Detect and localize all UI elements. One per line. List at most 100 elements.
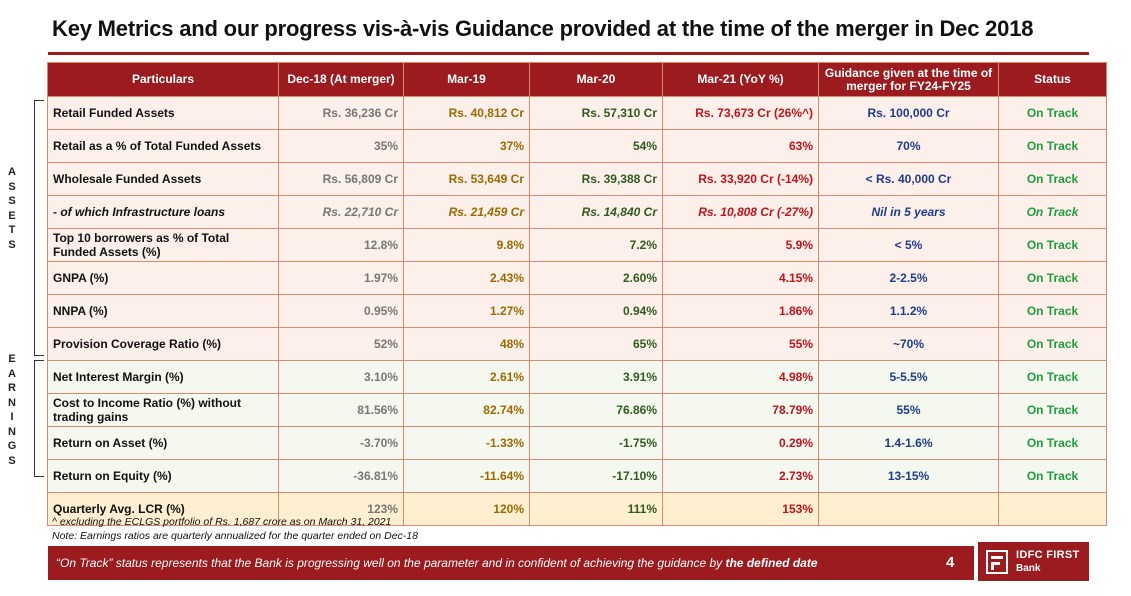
header-mar21: Mar-21 (YoY %) [662, 62, 819, 97]
cell-mar19: Rs. 53,649 Cr [403, 162, 530, 196]
cell-guidance: 1.1.2% [818, 294, 999, 328]
cell-guidance: Nil in 5 years [818, 195, 999, 229]
cell-mar19: 120% [403, 492, 530, 526]
cell-status: On Track [998, 294, 1107, 328]
cell-guidance: < 5% [818, 228, 999, 262]
table-row: Retail Funded Assets Rs. 36,236 Cr Rs. 4… [47, 96, 1107, 130]
earnings-letter: E [8, 353, 16, 365]
footer-bar: “On Track” status represents that the Ba… [48, 546, 974, 580]
cell-dec18: Rs. 56,809 Cr [278, 162, 404, 196]
assets-letter: T [8, 224, 16, 236]
assets-brace [34, 100, 44, 355]
footnote-earnings-note: Note: Earnings ratios are quarterly annu… [52, 530, 418, 542]
cell-guidance: 2-2.5% [818, 261, 999, 295]
cell-mar20: Rs. 57,310 Cr [529, 96, 663, 130]
cell-mar19: 9.8% [403, 228, 530, 262]
cell-mar21: 1.86% [662, 294, 819, 328]
cell-guidance: 13-15% [818, 459, 999, 493]
key-metrics-table: Particulars Dec-18 (At merger) Mar-19 Ma… [47, 62, 1107, 526]
earnings-letter: S [8, 454, 16, 467]
cell-mar20: Rs. 39,388 Cr [529, 162, 663, 196]
header-status: Status [998, 62, 1107, 97]
cell-status: On Track [998, 162, 1107, 196]
earnings-brace [34, 360, 44, 476]
cell-particular: NNPA (%) [47, 294, 279, 328]
cell-particular: Top 10 borrowers as % of Total Funded As… [47, 228, 279, 262]
cell-mar19: 82.74% [403, 393, 530, 427]
cell-mar21: 4.98% [662, 360, 819, 394]
cell-guidance: 5-5.5% [818, 360, 999, 394]
cell-dec18: 12.8% [278, 228, 404, 262]
header-mar20: Mar-20 [529, 62, 663, 97]
table-row: Wholesale Funded Assets Rs. 56,809 Cr Rs… [47, 162, 1107, 196]
earnings-letter: G [7, 440, 17, 452]
cell-guidance [818, 492, 999, 526]
table-row: GNPA (%) 1.97% 2.43% 2.60% 4.15% 2-2.5% … [47, 261, 1107, 295]
cell-mar19: 2.43% [403, 261, 530, 295]
cell-mar21: 78.79% [662, 393, 819, 427]
cell-status: On Track [998, 96, 1107, 130]
cell-mar21: 0.29% [662, 426, 819, 460]
cell-mar20: 7.2% [529, 228, 663, 262]
table-row: Retail as a % of Total Funded Assets 35%… [47, 129, 1107, 163]
cell-particular: Cost to Income Ratio (%) without trading… [47, 393, 279, 427]
footer-statement-bold: the defined date [725, 556, 818, 570]
cell-status: On Track [998, 129, 1107, 163]
cell-status: On Track [998, 426, 1107, 460]
earnings-letter: R [8, 382, 16, 394]
cell-particular: Provision Coverage Ratio (%) [47, 327, 279, 361]
assets-brace-top [34, 100, 44, 101]
table-row: Top 10 borrowers as % of Total Funded As… [47, 228, 1107, 262]
cell-particular: - of which Infrastructure loans [47, 195, 279, 229]
cell-dec18: 1.97% [278, 261, 404, 295]
cell-dec18: 35% [278, 129, 404, 163]
cell-particular: Retail Funded Assets [47, 96, 279, 130]
cell-mar21: 4.15% [662, 261, 819, 295]
title-divider [48, 52, 1089, 55]
assets-brace-bottom [34, 355, 44, 356]
page-title: Key Metrics and our progress vis-à-vis G… [52, 16, 1034, 41]
earnings-brace-top [34, 360, 44, 361]
cell-guidance: 70% [818, 129, 999, 163]
footer-statement-text: “On Track” status represents that the Ba… [56, 556, 726, 570]
cell-particular: Net Interest Margin (%) [47, 360, 279, 394]
cell-mar21: 153% [662, 492, 819, 526]
cell-dec18: -36.81% [278, 459, 404, 493]
cell-mar19: -11.64% [403, 459, 530, 493]
idfc-first-bank-logo: IDFC FIRST Bank [978, 542, 1089, 581]
table-row: Quarterly Avg. LCR (%) 123% 120% 111% 15… [47, 492, 1107, 526]
cell-guidance: < Rs. 40,000 Cr [818, 162, 999, 196]
table-row: Cost to Income Ratio (%) without trading… [47, 393, 1107, 427]
cell-mar20: 54% [529, 129, 663, 163]
earnings-brace-bottom [34, 476, 44, 477]
table-row: Net Interest Margin (%) 3.10% 2.61% 3.91… [47, 360, 1107, 394]
cell-status: On Track [998, 360, 1107, 394]
cell-dec18: 81.56% [278, 393, 404, 427]
cell-mar19: 2.61% [403, 360, 530, 394]
cell-mar19: 1.27% [403, 294, 530, 328]
cell-mar20: -1.75% [529, 426, 663, 460]
cell-particular: Return on Equity (%) [47, 459, 279, 493]
cell-status: On Track [998, 195, 1107, 229]
cell-mar21: 5.9% [662, 228, 819, 262]
header-particulars: Particulars [47, 62, 279, 97]
assets-letter: S [8, 180, 16, 193]
cell-guidance: 55% [818, 393, 999, 427]
assets-letter: S [8, 238, 16, 251]
cell-particular: Quarterly Avg. LCR (%) [47, 492, 279, 526]
page-number: 4 [946, 554, 955, 571]
cell-particular: Wholesale Funded Assets [47, 162, 279, 196]
cell-dec18: 0.95% [278, 294, 404, 328]
cell-dec18: Rs. 36,236 Cr [278, 96, 404, 130]
cell-particular: Retail as a % of Total Funded Assets [47, 129, 279, 163]
earnings-letter: A [8, 367, 16, 380]
header-guidance: Guidance given at the time of merger for… [818, 62, 999, 97]
cell-status: On Track [998, 393, 1107, 427]
cell-status: On Track [998, 459, 1107, 493]
cell-guidance: Rs. 100,000 Cr [818, 96, 999, 130]
header-mar19: Mar-19 [403, 62, 530, 97]
footer-statement: “On Track” status represents that the Ba… [56, 556, 818, 570]
cell-mar21: Rs. 33,920 Cr (-14%) [662, 162, 819, 196]
